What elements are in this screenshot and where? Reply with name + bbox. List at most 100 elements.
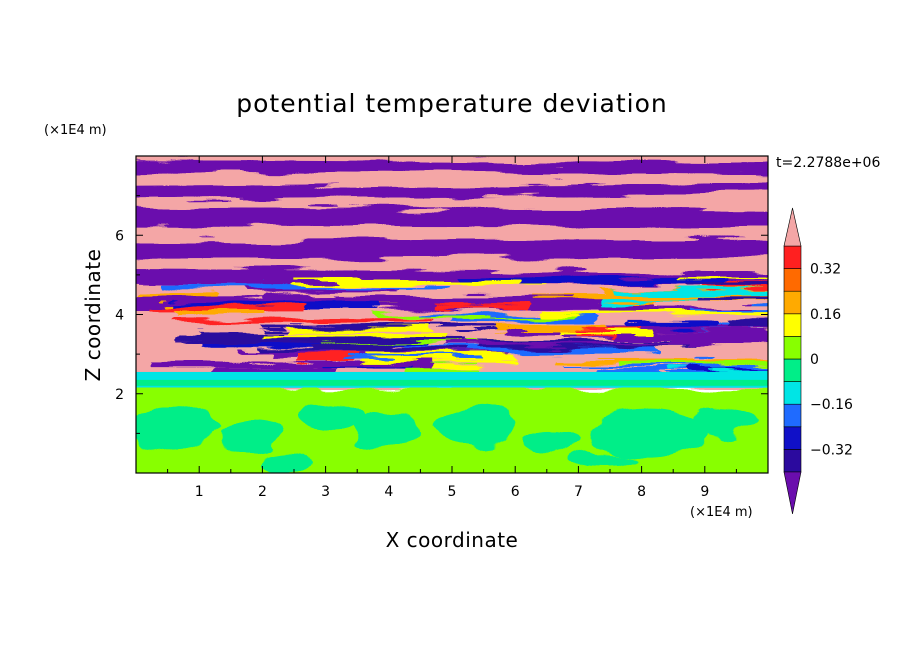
band bbox=[334, 303, 518, 308]
eddy bbox=[439, 405, 516, 446]
band bbox=[713, 351, 768, 361]
colorbar: 0.32 0.16 0 −0.16 −0.32 bbox=[783, 207, 853, 515]
band bbox=[691, 308, 768, 314]
colorbar-segment bbox=[783, 268, 802, 292]
band bbox=[171, 318, 433, 324]
upper-layer bbox=[136, 156, 768, 390]
eddy bbox=[524, 427, 582, 456]
band bbox=[152, 361, 431, 369]
band bbox=[535, 293, 768, 300]
x-tick-label: 1 bbox=[195, 484, 204, 500]
band bbox=[344, 355, 484, 359]
band bbox=[586, 326, 753, 334]
band bbox=[137, 293, 215, 299]
eddy bbox=[262, 453, 313, 470]
band bbox=[563, 366, 768, 369]
band bbox=[150, 306, 305, 312]
colorbar-bottom-extend bbox=[783, 471, 802, 515]
x-tick-label: 7 bbox=[574, 484, 583, 500]
x-tick-label: 2 bbox=[258, 484, 267, 500]
band bbox=[158, 282, 309, 288]
band bbox=[417, 313, 544, 317]
colorbar-segment bbox=[783, 426, 802, 450]
band bbox=[543, 311, 768, 317]
y-unit-label: (×1E4 m) bbox=[44, 123, 107, 138]
band bbox=[601, 297, 768, 304]
band bbox=[136, 182, 768, 199]
band bbox=[689, 283, 768, 287]
band bbox=[624, 320, 718, 328]
band bbox=[405, 366, 476, 375]
colorbar-segment bbox=[783, 358, 802, 382]
colorbar-tick-label: 0 bbox=[810, 352, 819, 368]
band bbox=[689, 368, 768, 371]
band bbox=[323, 340, 537, 344]
colorbar-segment bbox=[783, 290, 802, 315]
colorbar-tick-label: −0.32 bbox=[810, 442, 853, 458]
band bbox=[443, 342, 688, 346]
y-axis-title: Z coordinate bbox=[81, 249, 105, 382]
x-axis: 1 2 3 4 5 6 7 8 9 bbox=[167, 156, 737, 500]
band bbox=[320, 364, 412, 368]
band bbox=[409, 362, 518, 367]
x-tick-label: 3 bbox=[321, 484, 330, 500]
band bbox=[261, 325, 542, 330]
eddy bbox=[692, 405, 756, 438]
eddy bbox=[218, 421, 282, 454]
eddy bbox=[300, 403, 364, 432]
band bbox=[286, 328, 430, 332]
band bbox=[136, 160, 768, 176]
band bbox=[619, 362, 768, 367]
band bbox=[433, 304, 527, 309]
y-axis: 2 4 6 bbox=[115, 195, 768, 434]
chart-title: potential temperature deviation bbox=[236, 89, 667, 118]
colorbar-segment bbox=[783, 449, 802, 473]
y-tick-label: 4 bbox=[115, 308, 124, 324]
colorbar-segment bbox=[783, 336, 802, 360]
x-tick-label: 6 bbox=[511, 484, 520, 500]
band bbox=[517, 279, 726, 285]
lower-layer bbox=[136, 387, 768, 473]
colorbar-tick-label: 0.32 bbox=[810, 262, 841, 278]
x-tick-label: 8 bbox=[637, 484, 646, 500]
band bbox=[729, 320, 768, 329]
colorbar-segment bbox=[783, 245, 802, 269]
band bbox=[173, 309, 265, 316]
band bbox=[261, 348, 468, 353]
band bbox=[174, 335, 466, 342]
band bbox=[295, 353, 356, 361]
colorbar-segment bbox=[783, 381, 802, 405]
band bbox=[250, 286, 445, 290]
x-tick-label: 5 bbox=[448, 484, 457, 500]
band bbox=[670, 326, 768, 331]
colorbar-tick-label: 0.16 bbox=[810, 307, 841, 323]
eddy bbox=[136, 403, 219, 448]
band bbox=[496, 324, 609, 331]
band bbox=[312, 342, 392, 352]
colorbar-segment bbox=[783, 313, 802, 337]
band bbox=[680, 276, 768, 280]
band bbox=[651, 301, 768, 307]
band bbox=[136, 379, 768, 386]
colorbar-segment bbox=[783, 403, 802, 428]
eddy bbox=[572, 453, 636, 470]
contour-field bbox=[136, 156, 768, 473]
band bbox=[403, 346, 655, 353]
band bbox=[136, 207, 768, 227]
band bbox=[334, 295, 571, 298]
y-tick-label: 2 bbox=[115, 387, 124, 403]
band bbox=[292, 279, 545, 285]
time-label: t=2.2788e+06 bbox=[776, 155, 880, 171]
band bbox=[559, 329, 655, 333]
y-tick-label: 6 bbox=[115, 228, 124, 244]
x-tick-label: 9 bbox=[700, 484, 709, 500]
x-unit-label: (×1E4 m) bbox=[690, 505, 753, 520]
band bbox=[610, 289, 768, 295]
eddy bbox=[354, 411, 424, 448]
band bbox=[261, 293, 313, 300]
band bbox=[697, 295, 768, 303]
band bbox=[670, 338, 768, 348]
colorbar-tick-label: −0.16 bbox=[810, 397, 853, 413]
band bbox=[197, 330, 284, 337]
band bbox=[598, 303, 752, 312]
